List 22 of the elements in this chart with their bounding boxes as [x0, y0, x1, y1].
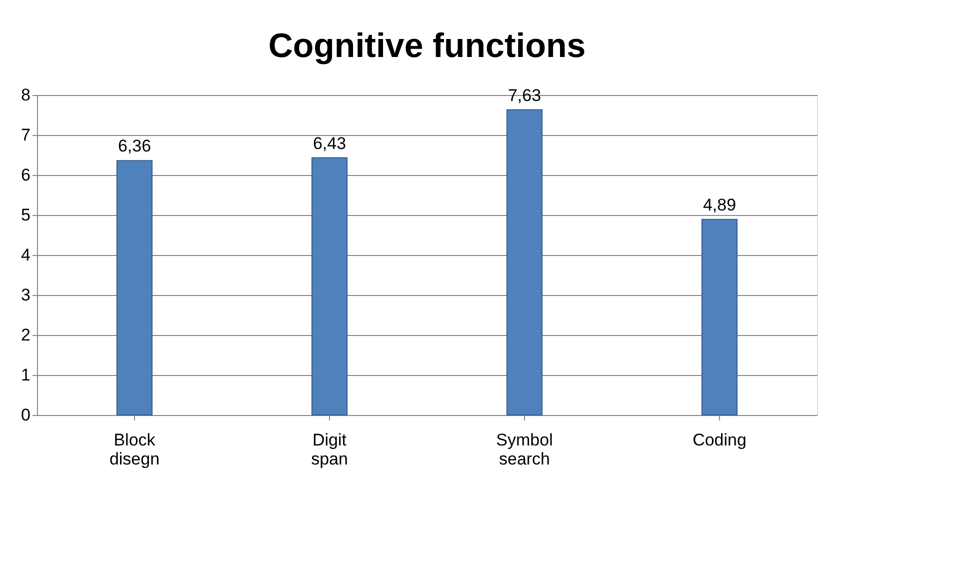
bar — [506, 109, 543, 416]
y-tick-label: 7 — [21, 126, 30, 144]
bar — [311, 157, 348, 416]
bar — [116, 160, 153, 416]
y-tick-label: 0 — [21, 406, 30, 424]
x-tick-label: Symbol search — [496, 430, 553, 468]
y-tick-label: 4 — [21, 246, 30, 264]
y-tick-label: 8 — [21, 86, 30, 104]
y-tick-label: 2 — [21, 326, 30, 344]
chart-title: Cognitive functions — [268, 27, 586, 65]
bar — [701, 218, 738, 416]
y-tick-label: 6 — [21, 166, 30, 184]
data-label: 6,36 — [118, 136, 152, 156]
x-tick-label: Digit span — [311, 430, 348, 468]
y-tick-label: 5 — [21, 206, 30, 224]
data-label: 6,43 — [312, 134, 346, 153]
data-label: 4,89 — [702, 195, 736, 214]
x-tick-label: Block disegn — [109, 430, 160, 468]
x-tick-label: Coding — [692, 430, 746, 450]
y-tick-label: 3 — [21, 286, 30, 304]
y-tick-label: 1 — [21, 366, 30, 384]
data-label: 7,63 — [508, 86, 542, 105]
